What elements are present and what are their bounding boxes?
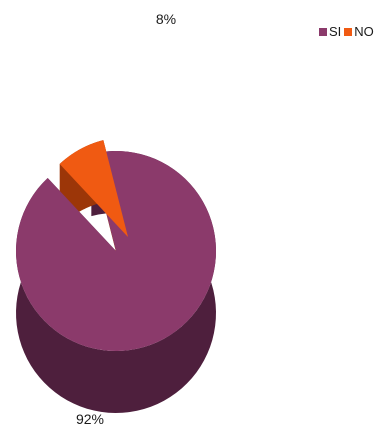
legend-swatch-no: [344, 27, 353, 36]
legend: SI NO: [319, 24, 377, 39]
legend-item-no: NO: [344, 24, 374, 39]
legend-label-no: NO: [354, 24, 374, 39]
legend-swatch-si: [319, 27, 327, 36]
legend-item-si: SI: [319, 24, 341, 39]
legend-label-si: SI: [329, 24, 342, 39]
pie-slice-no: [59, 140, 128, 237]
data-label-si: 92%: [76, 411, 104, 427]
data-label-no: 8%: [156, 11, 176, 27]
pie-slice-si: [15, 151, 217, 351]
